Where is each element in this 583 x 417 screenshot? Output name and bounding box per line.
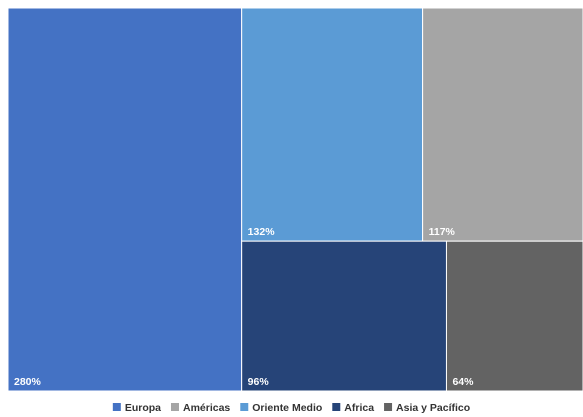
legend-label-europa: Europa [125, 402, 161, 414]
tile-asia-y-pacifico [445, 240, 583, 392]
legend-swatch-oriente-medio [240, 403, 249, 411]
legend-label-asia-y-pacifico: Asia y Pacífico [396, 402, 470, 414]
legend-label-oriente-medio: Oriente Medio [252, 402, 322, 414]
tile-europa [7, 7, 243, 392]
tile-oriente-medio [241, 7, 424, 242]
legend-label-africa: Africa [344, 402, 374, 414]
legend: Europa Américas Oriente Medio Africa Asia y … [112, 402, 470, 414]
treemap-tiles: 280% 132% 117% 96% 64% [7, 7, 583, 392]
tile-label-europa: 280% [14, 376, 42, 388]
legend-swatch-europa [112, 403, 121, 411]
tile-label-africa: 96% [248, 376, 270, 388]
tile-label-oriente-medio: 132% [248, 226, 276, 238]
legend-label-americas: Américas [183, 402, 230, 414]
tile-americas [422, 7, 583, 242]
legend-swatch-americas [170, 403, 179, 411]
legend-swatch-africa [332, 403, 341, 411]
legend-swatch-asia-y-pacifico [384, 403, 393, 411]
tile-label-asia-y-pacifico: 64% [452, 376, 474, 388]
tile-africa [241, 240, 447, 392]
tile-label-americas: 117% [429, 226, 456, 238]
